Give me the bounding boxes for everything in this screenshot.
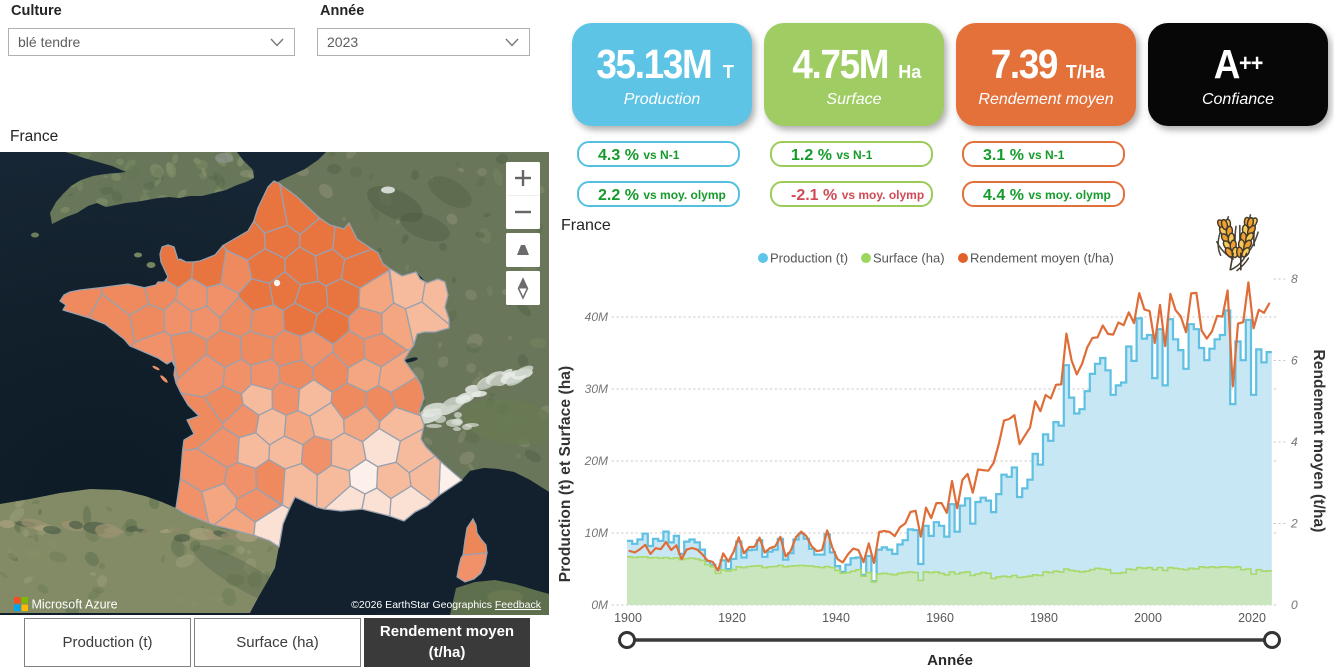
- svg-text:30M: 30M: [585, 382, 608, 396]
- svg-text:Rendement moyen (t/ha): Rendement moyen (t/ha): [970, 251, 1114, 266]
- svg-text:Microsoft Azure: Microsoft Azure: [32, 598, 118, 612]
- svg-text:10M: 10M: [585, 526, 608, 540]
- svg-text:Production (t): Production (t): [770, 251, 848, 266]
- svg-text:Surface (ha): Surface (ha): [873, 251, 945, 266]
- svg-text:0: 0: [1291, 598, 1298, 612]
- svg-text:Rendement moyen (t/ha): Rendement moyen (t/ha): [1310, 349, 1327, 532]
- svg-text:2000: 2000: [1134, 611, 1162, 625]
- svg-text:8: 8: [1291, 272, 1298, 286]
- svg-text:1920: 1920: [718, 611, 746, 625]
- svg-text:Production (t) et Surface (ha): Production (t) et Surface (ha): [557, 366, 574, 583]
- svg-text:20M: 20M: [584, 454, 608, 468]
- svg-text:2: 2: [1290, 517, 1298, 531]
- svg-text:Feedback: Feedback: [495, 599, 542, 611]
- svg-text:©2026 EarthStar Geographics: ©2026 EarthStar Geographics: [351, 599, 492, 611]
- svg-text:1960: 1960: [926, 611, 954, 625]
- svg-text:0M: 0M: [591, 598, 608, 612]
- svg-text:4: 4: [1291, 435, 1298, 449]
- svg-text:6: 6: [1291, 354, 1298, 368]
- svg-text:2020: 2020: [1238, 611, 1266, 625]
- svg-text:1900: 1900: [614, 611, 642, 625]
- svg-text:1980: 1980: [1030, 611, 1058, 625]
- svg-text:1940: 1940: [822, 611, 850, 625]
- svg-text:40M: 40M: [585, 310, 608, 324]
- svg-text:Année: Année: [927, 652, 973, 669]
